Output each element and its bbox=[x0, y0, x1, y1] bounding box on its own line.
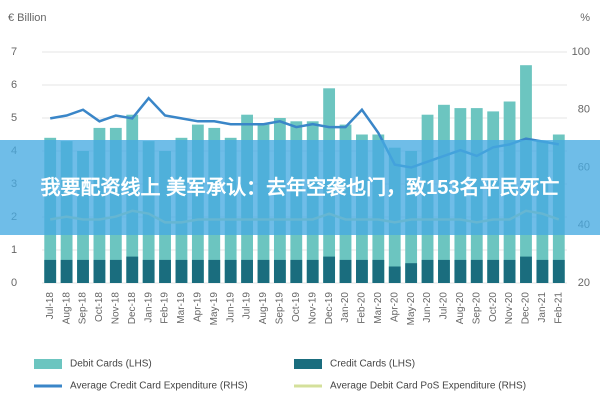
x-tick-label: Apr-20 bbox=[389, 292, 400, 322]
bar bbox=[339, 259, 352, 283]
x-tick-label: Nov-18 bbox=[110, 292, 121, 325]
bar bbox=[241, 259, 253, 283]
x-tick-label: Oct-18 bbox=[94, 292, 105, 322]
x-tick-label: Feb-20 bbox=[357, 292, 368, 324]
y-axis-label: € Billion bbox=[8, 12, 47, 24]
bar bbox=[290, 259, 303, 283]
x-tick-label: Aug-20 bbox=[455, 292, 466, 325]
bar bbox=[454, 259, 467, 283]
bar bbox=[552, 259, 565, 283]
bar bbox=[126, 256, 139, 283]
legend-label: Credit Cards (LHS) bbox=[330, 359, 415, 370]
bar bbox=[323, 256, 336, 283]
x-tick-label: Nov-19 bbox=[307, 292, 318, 325]
x-tick-label: Feb-19 bbox=[160, 292, 171, 324]
x-tick-label: Mar-19 bbox=[176, 292, 187, 324]
bar bbox=[487, 259, 500, 283]
bar bbox=[520, 256, 532, 283]
legend-label: Average Credit Card Expenditure (RHS) bbox=[70, 381, 248, 392]
y-tick-label: 5 bbox=[11, 112, 17, 124]
bar bbox=[356, 259, 368, 283]
bar bbox=[208, 259, 221, 283]
bar bbox=[159, 259, 171, 283]
bar bbox=[257, 259, 270, 283]
y2-axis-label: % bbox=[580, 12, 590, 24]
bar bbox=[109, 259, 122, 283]
bar bbox=[191, 259, 204, 283]
x-tick-label: Nov-20 bbox=[504, 292, 515, 325]
x-tick-label: Sep-18 bbox=[78, 292, 89, 325]
bar bbox=[93, 259, 106, 283]
bar bbox=[470, 259, 483, 283]
bar bbox=[421, 259, 434, 283]
bar bbox=[372, 259, 385, 283]
y2-tick-label: 100 bbox=[572, 46, 590, 58]
bar bbox=[142, 259, 155, 283]
x-tick-label: Oct-20 bbox=[488, 292, 499, 322]
x-tick-label: Oct-19 bbox=[291, 292, 302, 322]
x-tick-label: Jan-21 bbox=[537, 292, 548, 323]
legend-label: Debit Cards (LHS) bbox=[70, 359, 152, 370]
bar bbox=[405, 263, 418, 283]
x-tick-label: Sep-19 bbox=[275, 292, 286, 325]
x-tick-label: Jun-20 bbox=[422, 292, 433, 323]
x-tick-label: Sep-20 bbox=[471, 292, 482, 325]
y2-tick-label: 80 bbox=[578, 104, 590, 116]
y-tick-label: 6 bbox=[11, 79, 17, 91]
bar bbox=[175, 259, 188, 283]
x-tick-label: May-19 bbox=[209, 292, 220, 326]
x-tick-label: Feb-21 bbox=[553, 292, 564, 324]
x-tick-label: Mar-20 bbox=[373, 292, 384, 324]
y-tick-label: 7 bbox=[11, 46, 17, 58]
legend-label: Average Debit Card PoS Expenditure (RHS) bbox=[330, 381, 526, 392]
bar bbox=[388, 266, 401, 283]
x-tick-label: Jul-20 bbox=[439, 292, 450, 320]
bar bbox=[224, 259, 237, 283]
x-tick-label: Dec-18 bbox=[127, 292, 138, 325]
x-tick-label: Jan-20 bbox=[340, 292, 351, 323]
bar bbox=[60, 259, 73, 283]
x-tick-label: Dec-19 bbox=[324, 292, 335, 325]
legend-swatch bbox=[34, 359, 62, 369]
bar bbox=[503, 259, 516, 283]
x-tick-label: Apr-19 bbox=[193, 292, 204, 322]
y2-tick-label: 20 bbox=[578, 277, 590, 289]
bar bbox=[438, 259, 450, 283]
y-tick-label: 0 bbox=[11, 277, 17, 289]
bar bbox=[536, 259, 549, 283]
x-tick-label: Jun-19 bbox=[225, 292, 236, 323]
banner: 我要配资线上 美军承认：去年空袭也门，致153名平民死亡 bbox=[0, 140, 600, 235]
x-tick-label: Aug-19 bbox=[258, 292, 269, 325]
x-tick-label: Dec-20 bbox=[521, 292, 532, 325]
x-tick-label: Jan-19 bbox=[143, 292, 154, 323]
bar bbox=[306, 259, 319, 283]
bar bbox=[44, 259, 57, 283]
bar bbox=[273, 259, 286, 283]
bar bbox=[77, 259, 89, 283]
x-tick-label: May-20 bbox=[406, 292, 417, 326]
legend-swatch bbox=[294, 359, 322, 369]
x-tick-label: Aug-18 bbox=[61, 292, 72, 325]
x-tick-label: Jul-18 bbox=[45, 292, 56, 320]
x-tick-label: Jul-19 bbox=[242, 292, 253, 320]
y-tick-label: 1 bbox=[11, 244, 17, 256]
